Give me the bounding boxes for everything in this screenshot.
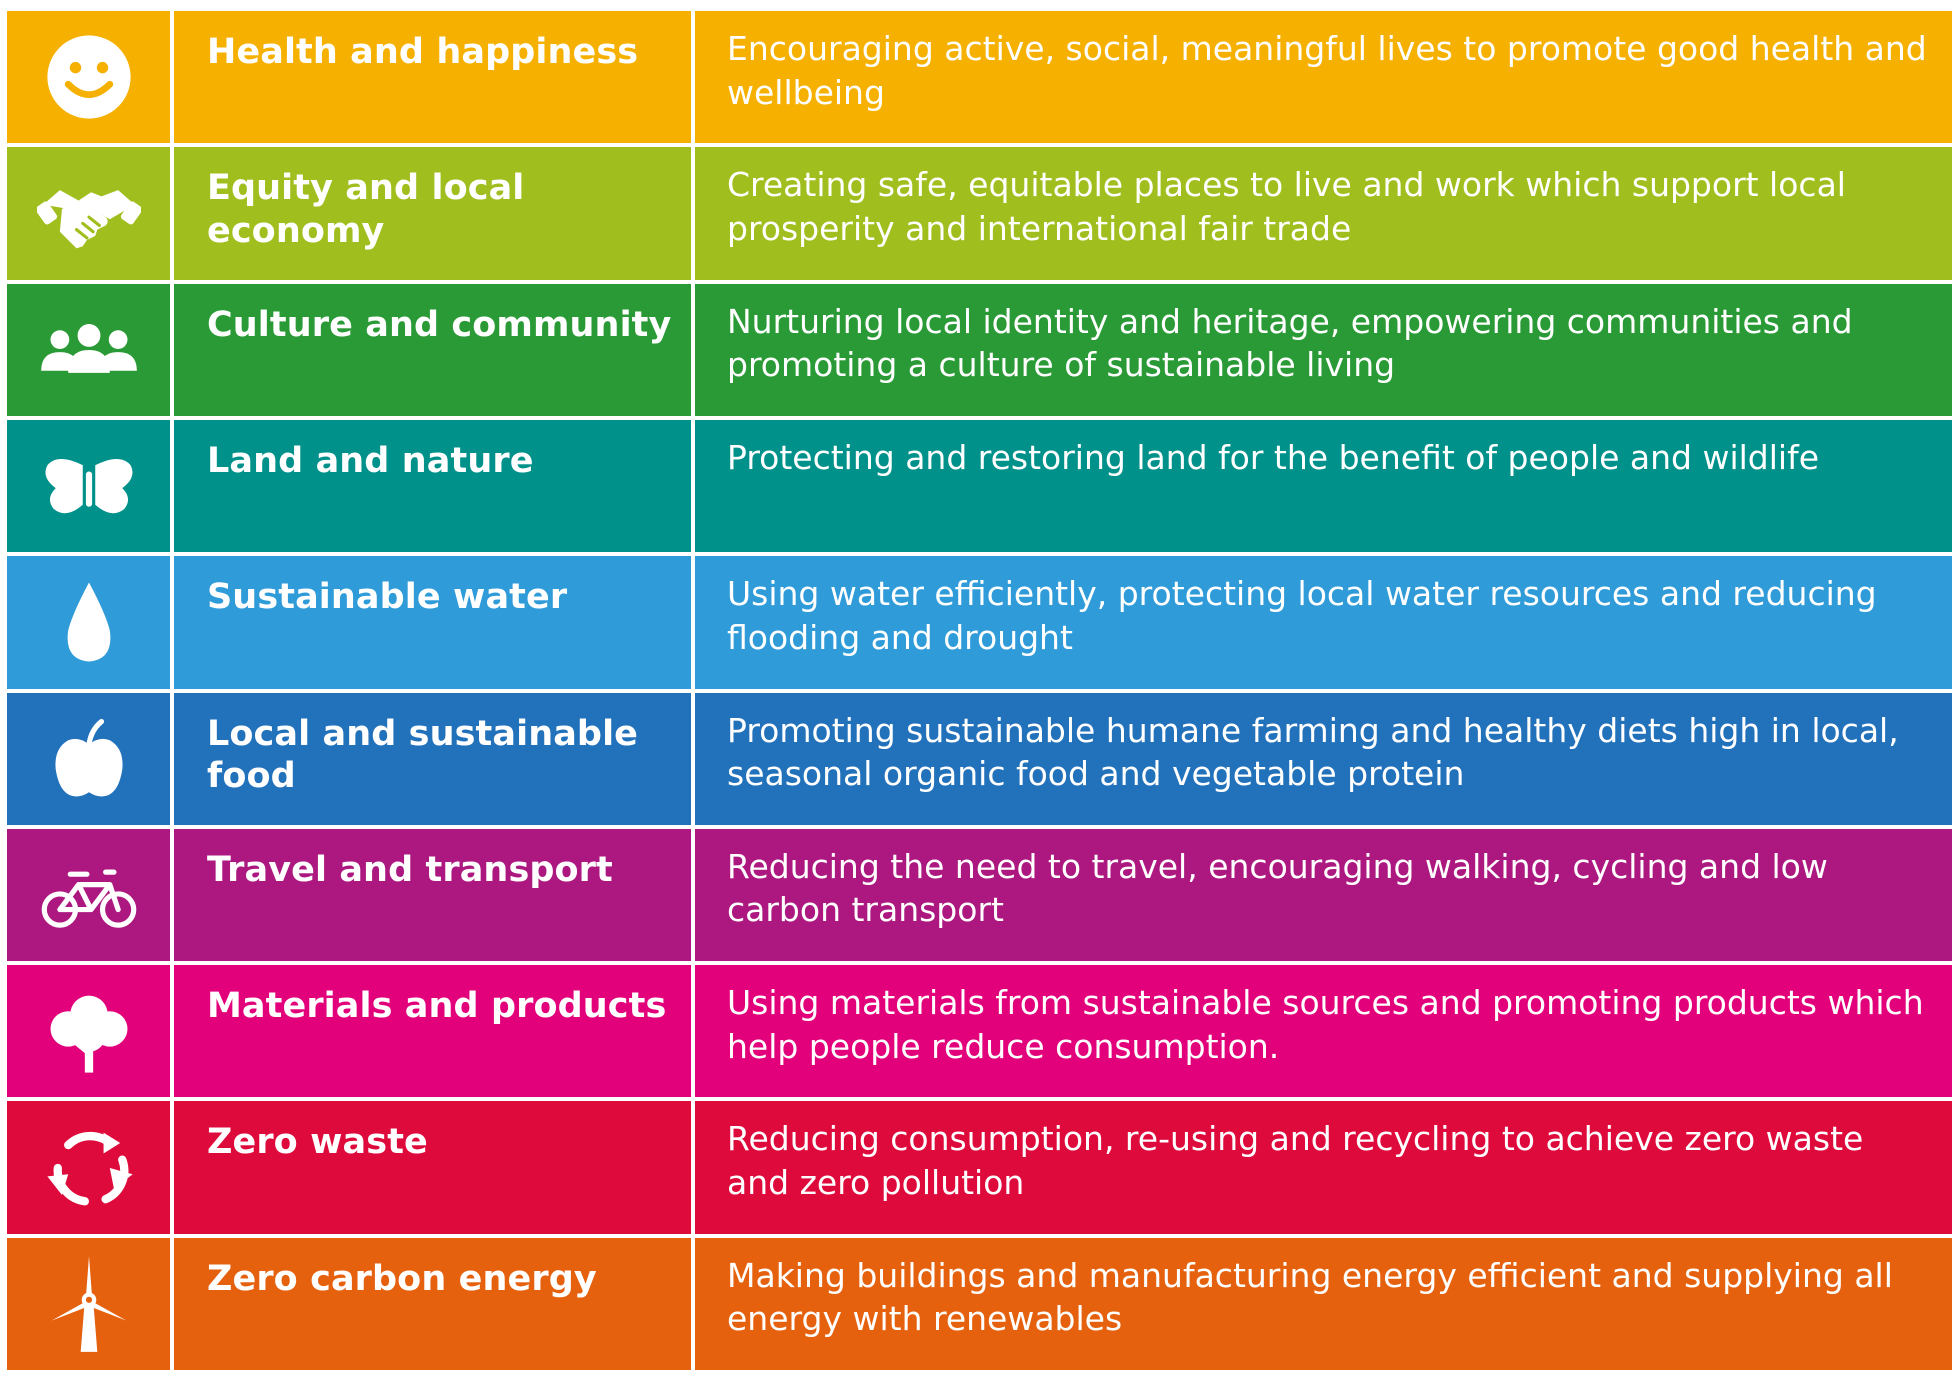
row-description: Protecting and restoring land for the be…	[695, 419, 1952, 553]
row-title: Culture and community	[174, 283, 691, 416]
handshake-icon	[36, 190, 141, 249]
row-description: Reducing consumption, re-using and recyc…	[695, 1101, 1952, 1234]
table-row: Equity and local economy Creating safe, …	[7, 147, 1952, 280]
people-group-icon	[40, 323, 137, 373]
table-row: Zero carbon energy Making buildings and …	[7, 1237, 1952, 1370]
apple-icon	[54, 718, 123, 797]
tree-icon	[50, 995, 127, 1073]
row-description: Using water efficiently, protecting loca…	[695, 556, 1952, 689]
icon-cell	[7, 1101, 170, 1234]
row-description: Creating safe, equitable places to live …	[695, 147, 1952, 280]
row-description: Using materials from sustainable sources…	[695, 965, 1952, 1098]
row-title: Equity and local economy	[174, 147, 691, 280]
row-title: Zero carbon energy	[174, 1237, 691, 1370]
row-title: Local and sustainable food	[174, 692, 691, 825]
wind-turbine-icon	[51, 1256, 126, 1352]
row-title: Zero waste	[174, 1101, 691, 1234]
row-title: Health and happiness	[174, 11, 691, 144]
row-title: Travel and transport	[174, 828, 691, 962]
row-title: Sustainable water	[174, 556, 691, 689]
row-description: Encouraging active, social, meaningful l…	[695, 11, 1952, 144]
icon-cell	[7, 828, 170, 962]
row-title: Materials and products	[174, 965, 691, 1098]
icon-cell	[7, 11, 170, 144]
table-row: Travel and transport Reducing the need t…	[7, 828, 1952, 962]
row-title: Land and nature	[174, 419, 691, 553]
table-row: Land and nature Protecting and restoring…	[7, 419, 1952, 553]
icon-cell	[7, 692, 170, 825]
table-row: Materials and products Using materials f…	[7, 965, 1952, 1098]
table-row: Sustainable water Using water efficientl…	[7, 556, 1952, 689]
icon-cell	[7, 419, 170, 553]
row-description: Promoting sustainable humane farming and…	[695, 692, 1952, 825]
butterfly-icon	[45, 458, 132, 514]
icon-cell	[7, 556, 170, 689]
smiley-face-icon	[46, 35, 131, 119]
table-row: Zero waste Reducing consumption, re-usin…	[7, 1101, 1952, 1234]
water-drop-icon	[67, 582, 110, 662]
recycle-icon	[46, 1131, 133, 1205]
table-row: Local and sustainable food Promoting sus…	[7, 692, 1952, 825]
icon-cell	[7, 147, 170, 280]
icon-cell	[7, 283, 170, 416]
row-description: Reducing the need to travel, encouraging…	[695, 828, 1952, 962]
bicycle-icon	[41, 869, 136, 928]
row-description: Nurturing local identity and heritage, e…	[695, 283, 1952, 416]
row-description: Making buildings and manufacturing energ…	[695, 1237, 1952, 1370]
icon-cell	[7, 1237, 170, 1370]
table-row: Health and happiness Encouraging active,…	[7, 11, 1952, 144]
table-row: Culture and community Nurturing local id…	[7, 283, 1952, 416]
icon-cell	[7, 965, 170, 1098]
